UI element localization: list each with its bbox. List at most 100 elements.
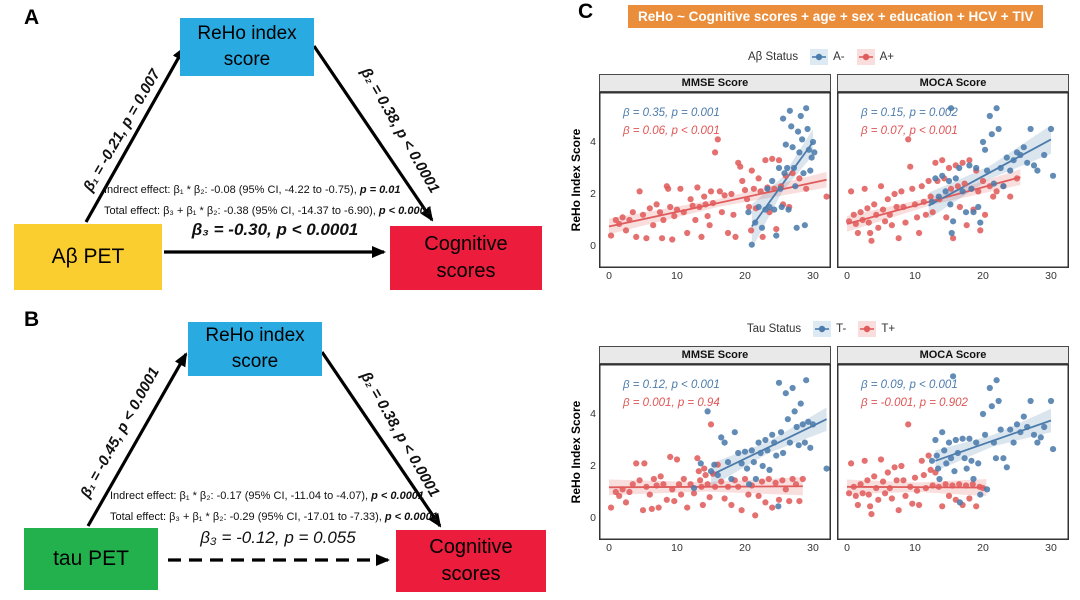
panel-a-mediation-abeta: A ReHo index score Aβ PET Cognitive scor…	[0, 0, 560, 300]
facet-strip-title: MOCA Score	[837, 74, 1069, 92]
indirect-effect-text: Indrect effect: β₁ * β₂: -0.17 (95% CI, …	[110, 490, 372, 502]
svg-text:β = 0.35, p = 0.001: β = 0.35, p = 0.001	[622, 107, 720, 119]
path-a-arrow	[86, 352, 188, 527]
legend-key-blue-icon	[810, 49, 829, 65]
plots-row: ReHo Index Score 0 2 4 MMSE Score β = 0.35…	[568, 74, 1074, 283]
svg-text:β = 0.001, p = 0.94: β = 0.001, p = 0.94	[622, 397, 720, 409]
path3-coefficient-label: β₃ = -0.30, p < 0.0001	[191, 220, 359, 239]
x-tick-label: 10	[671, 270, 683, 282]
y-axis-label: ReHo Index Score	[568, 364, 583, 540]
scatter-plot-mmse-abeta: β = 0.35, p = 0.001 β = 0.06, p < 0.001	[599, 92, 831, 268]
svg-text:β = 0.15, p = 0.002: β = 0.15, p = 0.002	[860, 107, 958, 119]
facet-group-tau: Tau Status T- T+ ReHo Index Score 0 2 4 MM…	[568, 318, 1074, 555]
y-axis-label: ReHo Index Score	[568, 92, 583, 268]
y-tick-label: 2	[590, 460, 596, 472]
y-tick-label: 0	[590, 512, 596, 524]
legend-key-red-icon	[856, 49, 875, 65]
indirect-effect-line: Indrect effect: β₁ * β₂: -0.17 (95% CI, …	[110, 486, 438, 507]
outcome-box-cognitive: Cognitive scores	[390, 226, 542, 290]
effects-text-block: Indrect effect: β₁ * β₂: -0.17 (95% CI, …	[110, 486, 438, 529]
facet-strip-title: MOCA Score	[837, 346, 1069, 364]
path3-coefficient-label: β₃ = -0.12, p = 0.055	[200, 528, 356, 547]
legend-item-a-minus: A-	[810, 49, 845, 65]
legend-key-red-icon	[858, 321, 877, 337]
x-axis-ticks: 0 10 20 30	[599, 540, 831, 555]
x-tick-label: 20	[977, 270, 989, 282]
indirect-effect-pvalue: p < 0.0001	[371, 490, 425, 502]
legend-label: A-	[833, 51, 845, 63]
y-axis-ticks: 0 2 4	[583, 92, 599, 268]
x-tick-label: 30	[807, 270, 819, 282]
y-axis-ticks: 0 2 4	[583, 364, 599, 540]
panel-a-label: A	[24, 6, 40, 29]
mediation-arrows-a	[84, 45, 434, 258]
total-effect-text: Total effect: β₃ + β₁ * β₂: -0.38 (95% C…	[104, 205, 379, 218]
effects-text-block: Indrect effect: β₁ * β₂: -0.08 (95% CI, …	[104, 180, 432, 223]
total-effect-pvalue: p < 0.0001	[384, 511, 438, 524]
y-axis-label-text: ReHo Index Score	[568, 400, 583, 504]
x-tick-label: 10	[671, 542, 683, 554]
path-a-arrow	[84, 46, 186, 223]
x-tick-label: 20	[739, 542, 751, 554]
legend-key-blue-icon	[813, 321, 832, 337]
panel-c-scatterplots: C ReHo ~ Cognitive scores + age + sex + …	[560, 0, 1080, 600]
x-tick-label: 30	[807, 542, 819, 554]
x-tick-label: 20	[739, 270, 751, 282]
legend-label: A+	[879, 51, 894, 63]
facet-moca-tau: MOCA Score β = 0.09, p < 0.001 β = -0.001…	[837, 346, 1069, 555]
facet-moca-abeta: MOCA Score β = 0.15, p = 0.002 β = 0.07, …	[837, 74, 1069, 283]
y-tick-label: 4	[590, 408, 596, 420]
svg-text:β = 0.09, p < 0.001: β = 0.09, p < 0.001	[860, 379, 958, 391]
x-axis-ticks: 0 10 20 30	[837, 268, 1069, 283]
legend-tau-status: Tau Status T- T+	[568, 318, 1074, 340]
predictor-box-tau-pet: tau PET	[24, 528, 158, 590]
svg-text:β = -0.001, p = 0.902: β = -0.001, p = 0.902	[860, 397, 969, 409]
svg-text:β = 0.06, p < 0.001: β = 0.06, p < 0.001	[622, 125, 720, 137]
legend-abeta-status: Aβ Status A- A+	[568, 46, 1074, 68]
legend-label: T+	[881, 323, 896, 335]
mediation-arrows-b	[86, 351, 442, 566]
panel-b-mediation-tau: B ReHo index score tau PET Cognitive sco…	[0, 300, 560, 600]
x-axis-ticks: 0 10 20 30	[837, 540, 1069, 555]
panel-c-label: C	[578, 0, 594, 23]
x-tick-label: 0	[606, 270, 612, 282]
indirect-effect-text: Indrect effect: β₁ * β₂: -0.08 (95% CI, …	[104, 184, 360, 196]
model-formula-banner: ReHo ~ Cognitive scores + age + sex + ed…	[628, 5, 1044, 28]
total-effect-line: Total effect: β₃ + β₁ * β₂: -0.38 (95% C…	[104, 201, 432, 222]
svg-text:β = 0.12, p < 0.001: β = 0.12, p < 0.001	[622, 379, 720, 391]
indirect-effect-line: Indrect effect: β₁ * β₂: -0.08 (95% CI, …	[104, 180, 432, 201]
x-tick-label: 0	[844, 270, 850, 282]
x-tick-label: 10	[909, 542, 921, 554]
facet-strip-title: MMSE Score	[599, 346, 831, 364]
svg-text:β = 0.07, p < 0.001: β = 0.07, p < 0.001	[860, 125, 958, 137]
scatter-plot-moca-abeta: β = 0.15, p = 0.002 β = 0.07, p < 0.001	[837, 92, 1069, 268]
x-tick-label: 0	[844, 542, 850, 554]
x-tick-label: 10	[909, 270, 921, 282]
total-effect-pvalue: p < 0.0001	[378, 205, 432, 218]
legend-title: Tau Status	[746, 323, 802, 335]
mediator-box-reho: ReHo index score	[188, 322, 322, 376]
legend-item-t-minus: T-	[813, 321, 846, 337]
predictor-box-abeta-pet: Aβ PET	[14, 224, 162, 290]
facet-mmse-tau: MMSE Score β = 0.12, p < 0.001 β = 0.001,…	[599, 346, 831, 555]
y-tick-label: 2	[590, 188, 596, 200]
x-tick-label: 0	[606, 542, 612, 554]
total-effect-line: Total effect: β₃ + β₁ * β₂: -0.29 (95% C…	[110, 507, 438, 528]
legend-label: T-	[836, 323, 847, 335]
y-axis-label-text: ReHo Index Score	[568, 128, 583, 232]
y-tick-label: 4	[590, 136, 596, 148]
total-effect-text: Total effect: β₃ + β₁ * β₂: -0.29 (95% C…	[110, 511, 385, 524]
legend-title: Aβ Status	[748, 51, 799, 63]
scatter-plot-moca-tau: β = 0.09, p < 0.001 β = -0.001, p = 0.902	[837, 364, 1069, 540]
facet-strip-title: MMSE Score	[599, 74, 831, 92]
x-axis-ticks: 0 10 20 30	[599, 268, 831, 283]
panel-b-label: B	[24, 308, 40, 331]
x-tick-label: 30	[1045, 542, 1057, 554]
facet-mmse-abeta: MMSE Score β = 0.35, p = 0.001 β = 0.06, …	[599, 74, 831, 283]
mediator-box-reho: ReHo index score	[180, 18, 314, 76]
x-tick-label: 20	[977, 542, 989, 554]
x-tick-label: 30	[1045, 270, 1057, 282]
plots-row: ReHo Index Score 0 2 4 MMSE Score β = 0.12…	[568, 346, 1074, 555]
legend-item-t-plus: T+	[858, 321, 895, 337]
